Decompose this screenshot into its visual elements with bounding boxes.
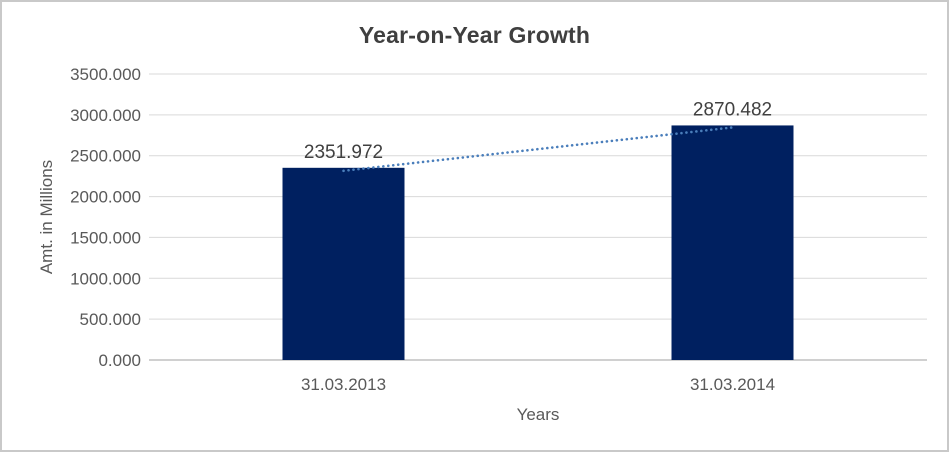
x-tick-label: 31.03.2014: [690, 375, 775, 394]
y-tick-label: 0.000: [98, 351, 141, 370]
y-tick-label: 1500.000: [70, 228, 141, 247]
bar-31.03.2013: [282, 167, 405, 360]
trendline: [342, 126, 734, 173]
bar-31.03.2014: [671, 125, 794, 360]
x-tick-label: 31.03.2013: [301, 375, 386, 394]
y-axis-title: Amt. in Millions: [37, 159, 56, 275]
x-axis-title: Years: [516, 405, 560, 424]
y-tick-label: 3000.000: [70, 106, 141, 125]
y-tick-label: 3500.000: [70, 65, 141, 84]
y-tick-label: 2500.000: [70, 147, 141, 166]
y-tick-label: 500.000: [80, 310, 141, 329]
chart-title: Year-on-Year Growth: [358, 22, 591, 48]
data-label: 2351.972: [304, 142, 383, 163]
y-tick-label: 2000.000: [70, 188, 141, 207]
data-label: 2870.482: [693, 99, 772, 120]
y-tick-label: 1000.000: [70, 269, 141, 288]
